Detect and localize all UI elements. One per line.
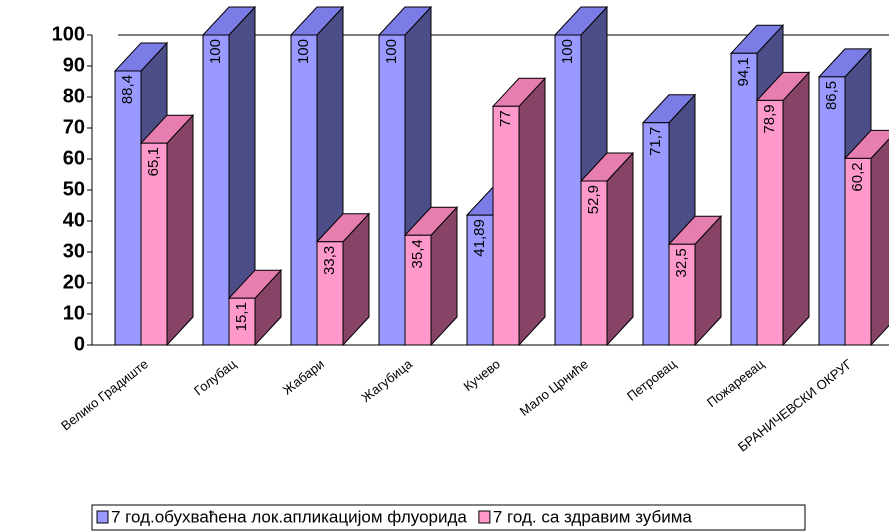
- value-label: 77: [497, 110, 514, 127]
- legend: [91, 504, 806, 531]
- value-label: 100: [207, 39, 224, 64]
- bar: [378, 34, 406, 346]
- bar: [756, 99, 784, 346]
- y-tick-label: 60: [63, 147, 85, 169]
- legend-label: 7 год.обухваћена лок.апликацијом флуорид…: [111, 507, 467, 526]
- y-tick-label: 20: [63, 271, 85, 293]
- x-tick-label: Петровац: [624, 356, 679, 404]
- value-label: 94,1: [735, 57, 752, 86]
- bar: [290, 34, 318, 346]
- value-label: 41,89: [471, 219, 488, 257]
- bar: [404, 234, 432, 346]
- value-label: 88,4: [119, 75, 136, 104]
- bar-side: [870, 138, 889, 347]
- x-tick-label: Жагубица: [358, 356, 415, 405]
- bar: [554, 34, 582, 346]
- value-label: 65,1: [145, 147, 162, 176]
- value-label: 100: [295, 39, 312, 64]
- value-label: 33,3: [321, 246, 338, 275]
- legend-label: 7 год. са здравим зубима: [493, 507, 693, 526]
- bar-side: [166, 113, 194, 347]
- bar-side: [606, 151, 634, 347]
- x-tick-label: Кучево: [461, 356, 503, 394]
- value-label: 32,5: [673, 248, 690, 277]
- y-tick-label: 70: [63, 116, 85, 138]
- y-tick-label: 50: [63, 178, 85, 200]
- bar: [492, 105, 520, 346]
- value-label: 15,1: [233, 302, 250, 331]
- bar: [316, 241, 344, 346]
- x-tick-label: Пожаревац: [704, 356, 767, 410]
- value-label: 86,5: [823, 81, 840, 110]
- bar: [140, 142, 168, 346]
- bar: [818, 76, 846, 346]
- value-label: 100: [383, 39, 400, 64]
- bar: [844, 157, 872, 346]
- y-tick-label: 10: [63, 302, 85, 324]
- legend-swatch: [96, 510, 109, 524]
- value-label: 71,7: [647, 127, 664, 156]
- x-tick-label: Жабари: [280, 356, 327, 398]
- bar: [580, 180, 608, 346]
- bar: [642, 122, 670, 346]
- legend-swatch: [478, 510, 491, 524]
- y-tick-label: 100: [52, 23, 85, 45]
- x-tick-label: Мало Црниће: [517, 356, 591, 419]
- y-tick-label: 90: [63, 54, 85, 76]
- value-label: 100: [559, 39, 576, 64]
- x-tick-label: Велико Градиште: [58, 356, 151, 433]
- bar: [668, 243, 696, 346]
- bar: [730, 52, 758, 346]
- bar: [114, 70, 142, 346]
- value-label: 52,9: [585, 185, 602, 214]
- bar-side: [518, 77, 546, 347]
- value-label: 78,9: [761, 104, 778, 133]
- bar: [228, 297, 256, 346]
- bar-side: [782, 71, 810, 347]
- bar: [202, 34, 230, 346]
- bar: [466, 214, 494, 346]
- y-tick-label: 80: [63, 85, 85, 107]
- y-tick-label: 0: [74, 333, 85, 355]
- x-tick-label: Голубац: [191, 356, 239, 398]
- value-label: 35,4: [409, 239, 426, 268]
- y-tick-label: 40: [63, 209, 85, 231]
- value-label: 60,2: [849, 162, 866, 191]
- y-tick-label: 30: [63, 240, 85, 262]
